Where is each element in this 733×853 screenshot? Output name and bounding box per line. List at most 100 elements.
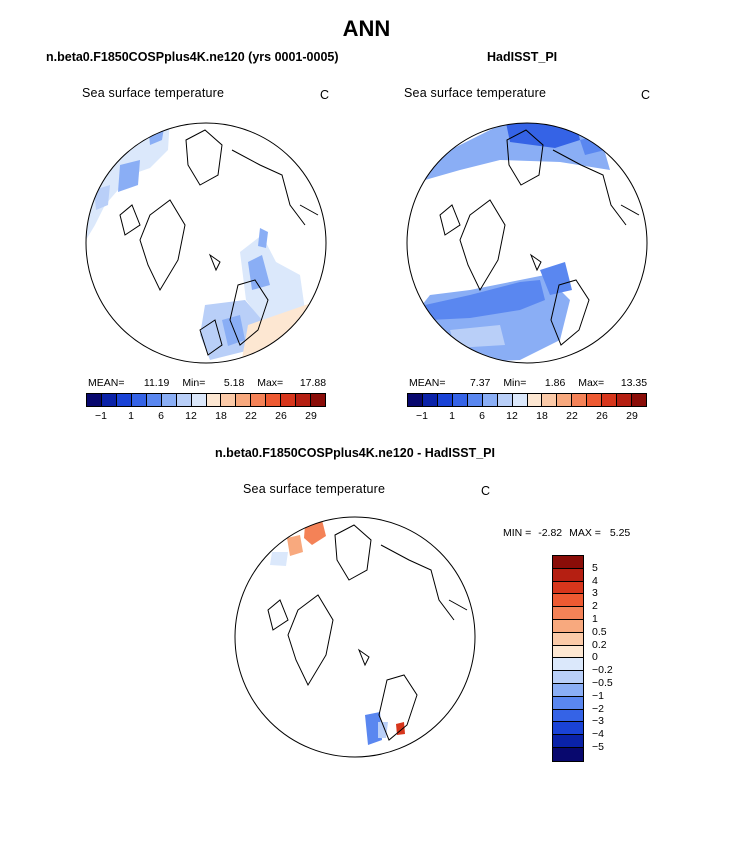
right-colorbar-swatch: [557, 394, 573, 406]
left-max-value: 17.88: [299, 377, 327, 389]
right-max-value: 13.35: [620, 377, 648, 389]
diff-colorbar-tick-label: −4: [592, 728, 604, 741]
diff-colorbar-swatch: [553, 632, 583, 646]
diff-units-label: C: [481, 484, 491, 498]
left-colorbar-tick-label: 22: [245, 410, 257, 422]
left-colorbar-swatch: [251, 394, 267, 406]
left-colorbar-swatch: [311, 394, 325, 406]
right-min-label: Min=: [503, 377, 527, 389]
right-colorbar-swatch: [617, 394, 633, 406]
right-min-value: 1.86: [544, 377, 566, 389]
diff-colorbar-swatch: [553, 556, 583, 569]
left-min-value: 5.18: [223, 377, 245, 389]
right-colorbar-tick-label: 18: [536, 410, 548, 422]
left-mean-value: 11.19: [143, 377, 170, 389]
right-colorbar-tick-label: 6: [479, 410, 485, 422]
diff-coastlines: [267, 524, 468, 741]
right-colorbar-tick-label: 26: [596, 410, 608, 422]
left-colorbar-swatch: [101, 394, 117, 406]
diff-colorbar-tick-label: 3: [592, 587, 598, 600]
left-colorbar-tick-label: 26: [275, 410, 287, 422]
diff-colorbar-tick-label: −1: [592, 689, 604, 702]
diff-colorbar-swatch: [553, 722, 583, 736]
right-colorbar-swatch: [542, 394, 558, 406]
diff-colorbar-tick-label: 2: [592, 600, 598, 613]
diff-colorbar-swatch: [553, 671, 583, 684]
diff-max-label: MAX =: [569, 527, 601, 539]
right-stats: MEAN= 7.37 Min= 1.86 Max= 13.35: [409, 377, 647, 389]
left-mean-label: MEAN=: [88, 377, 125, 389]
left-colorbar-tick-label: 6: [158, 410, 164, 422]
right-coastlines: [439, 129, 640, 346]
diff-colorbar-swatch: [553, 658, 583, 672]
left-colorbar-tick-label: 12: [185, 410, 197, 422]
right-mean-label: MEAN=: [409, 377, 446, 389]
right-colorbar-swatch: [422, 394, 438, 406]
figure-title: ANN: [342, 16, 391, 41]
left-min-label: Min=: [182, 377, 206, 389]
diff-field: [270, 520, 405, 745]
right-colorbar-tick-label: 1: [449, 410, 455, 422]
right-colorbar-swatch: [512, 394, 528, 406]
diff-panel-title: n.beta0.F1850COSPplus4K.ne120 - HadISST_…: [215, 446, 495, 460]
left-colorbar-swatch: [131, 394, 147, 406]
right-colorbar-swatch: [587, 394, 603, 406]
left-colorbar-labels: −1 1 6 12 18 22 26 29: [86, 410, 326, 424]
right-colorbar-swatch: [527, 394, 543, 406]
diff-colorbar-swatch: [553, 581, 583, 595]
diff-colorbar-swatch: [553, 683, 583, 697]
diff-colorbar-swatch: [553, 619, 583, 633]
left-colorbar-swatch: [191, 394, 207, 406]
right-colorbar-tick-label: 12: [506, 410, 518, 422]
diff-colorbar-swatch: [553, 709, 583, 723]
right-max-label: Max=: [578, 377, 605, 389]
left-colorbar-swatch: [221, 394, 237, 406]
diff-colorbar-swatch: [553, 735, 583, 748]
left-colorbar-tick-label: −1: [95, 410, 107, 422]
right-mean-value: 7.37: [469, 377, 491, 389]
left-colorbar-swatch: [266, 394, 282, 406]
diff-colorbar-tick-label: 4: [592, 574, 598, 587]
left-colorbar-swatch: [176, 394, 192, 406]
diff-colorbar-tick-label: −5: [592, 741, 604, 753]
diff-colorbar-swatch: [553, 696, 583, 710]
diff-colorbar-tick-label: 0: [592, 651, 598, 664]
right-panel-title: HadISST_PI: [487, 50, 558, 64]
diff-stats: MIN = -2.82 MAX = 5.25: [503, 527, 630, 539]
diff-min-value: -2.82: [538, 527, 563, 539]
left-coastlines: [119, 129, 319, 356]
diff-variable-label: Sea surface temperature: [243, 482, 386, 496]
left-units-label: C: [320, 88, 330, 102]
right-colorbar-tick-label: −1: [416, 410, 428, 422]
diff-colorbar-swatch: [553, 594, 583, 608]
left-colorbar-swatch: [281, 394, 297, 406]
left-colorbar-swatch: [206, 394, 222, 406]
right-map: [406, 122, 648, 364]
left-variable-label: Sea surface temperature: [82, 86, 225, 100]
right-colorbar-tick-label: 22: [566, 410, 578, 422]
right-colorbar-swatch: [602, 394, 618, 406]
diff-colorbar-tick-label: 1: [592, 613, 598, 625]
right-colorbar-swatch: [437, 394, 453, 406]
right-colorbar-swatch: [497, 394, 513, 406]
diff-colorbar-tick-label: −0.5: [592, 677, 613, 689]
diff-colorbar-tick-label: −3: [592, 715, 604, 728]
diff-colorbar-swatch: [553, 607, 583, 620]
left-colorbar-swatch: [296, 394, 312, 406]
diff-map: [234, 516, 476, 758]
diff-colorbar: [552, 555, 584, 762]
left-max-label: Max=: [257, 377, 284, 389]
diff-colorbar-swatch: [553, 568, 583, 582]
right-colorbar-swatch: [467, 394, 483, 406]
left-colorbar-swatch: [236, 394, 252, 406]
right-colorbar-swatch: [482, 394, 498, 406]
right-colorbar: [407, 393, 647, 407]
diff-colorbar-tick-label: 5: [592, 561, 598, 574]
right-colorbar-swatch: [452, 394, 468, 406]
left-stats: MEAN= 11.19 Min= 5.18 Max= 17.88: [88, 377, 326, 389]
left-colorbar: [86, 393, 326, 407]
diff-min-label: MIN =: [503, 527, 532, 539]
left-panel-title: n.beta0.F1850COSPplus4K.ne120 (yrs 0001-…: [46, 50, 339, 64]
right-colorbar-swatch: [408, 394, 423, 406]
